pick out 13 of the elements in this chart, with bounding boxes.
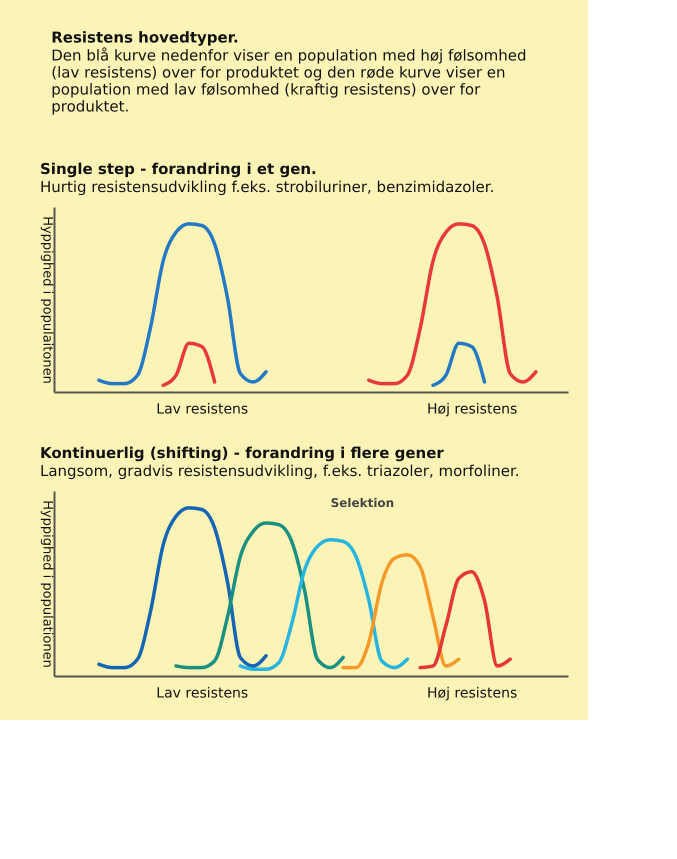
- y-axis-title: Hyppighed i populationen: [40, 500, 54, 668]
- text: Resistens hovedtyper.: [51, 28, 239, 46]
- x-tick-label: Lav resistens: [156, 686, 248, 702]
- chart-subtitle: Hurtig resistensudvikling f.eks. strobiluriner, benzimidazoler.: [40, 178, 494, 196]
- chart-title: Single step - forandring i et gen.: [40, 160, 317, 178]
- chart-subtitle: Langsom, gradvis resistensudvikling, f.eks. triazoler, morfoliner.: [40, 462, 520, 480]
- x-tick-label: Høj resistens: [427, 686, 518, 702]
- y-axis-title: Hyppighed i populaitonen: [40, 216, 54, 384]
- x-tick-label: Høj resistens: [427, 402, 518, 418]
- text: Den blå kurve nedenfor viser en population med høj følsomhed (lav resistens) over for produktet og den røde kurve viser en population med lav følsomhed (kraftig resistens) over for produktet.: [51, 46, 526, 116]
- annotation: Selektion: [330, 496, 394, 510]
- chart-title: Kontinuerlig (shifting) - forandring i flere gener: [40, 444, 444, 462]
- x-tick-label: Lav resistens: [156, 402, 248, 418]
